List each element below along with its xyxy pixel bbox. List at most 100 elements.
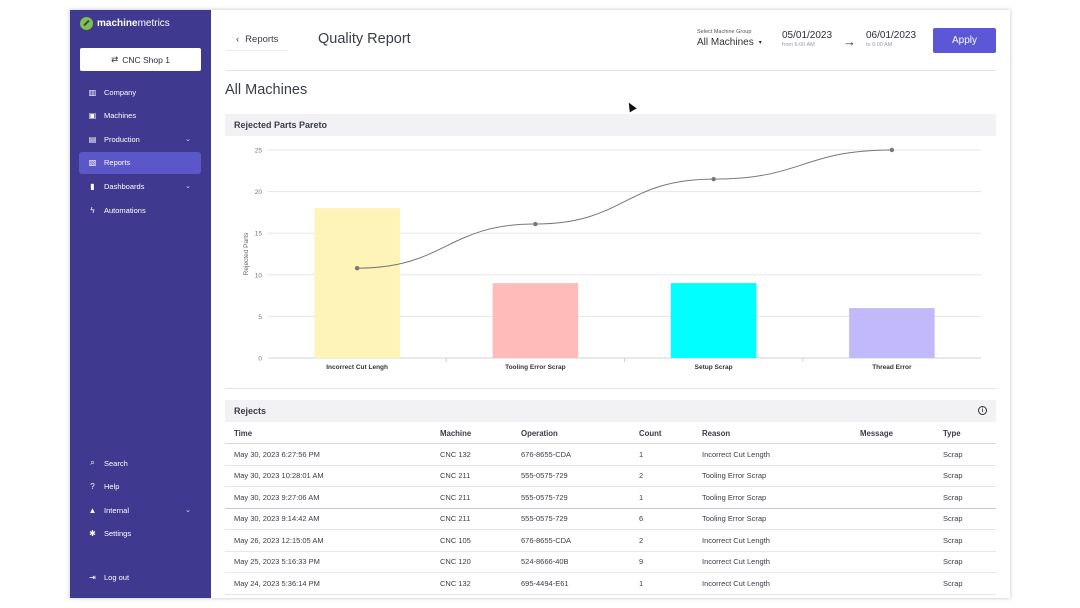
y-tick-label: 25 (255, 148, 263, 155)
sidebar-item-internal[interactable]: ▲ Internal ⌄ (79, 499, 201, 521)
table-row[interactable]: May 26, 2023 12:15:05 AM CNC 105 676-8655-… (225, 530, 996, 552)
sidebar-item-label: Search (104, 458, 128, 468)
column-header-reason[interactable]: Reason (702, 428, 731, 438)
column-header-message[interactable]: Message (860, 428, 893, 438)
apply-button[interactable]: Apply (933, 28, 996, 53)
logout-label: Log out (104, 572, 130, 582)
info-icon[interactable]: i (978, 406, 987, 415)
caret-down-icon: ▾ (758, 40, 762, 46)
x-tick-label: Setup Scrap (695, 364, 733, 371)
chevron-down-icon: ⌄ (185, 507, 191, 515)
table-row[interactable]: May 30, 2023 6:27:56 PM CNC 132 676-8655-C… (225, 444, 996, 466)
cumulative-line (357, 149, 892, 269)
table-cell: 695-4494-E61 (521, 578, 569, 588)
sidebar-item-label: Company (104, 87, 137, 97)
gear-icon: ✱ (89, 529, 96, 539)
table-cell: 1 (639, 578, 644, 588)
cumulative-point (533, 221, 538, 227)
table-cell: CNC 132 (440, 449, 471, 459)
column-header-count[interactable]: Count (639, 428, 662, 438)
column-header-machine[interactable]: Machine (440, 428, 472, 438)
mouse-cursor-icon (625, 100, 637, 113)
arrow-right-icon: → (843, 34, 856, 49)
sidebar-item-settings[interactable]: ✱ Settings (79, 523, 201, 545)
machine-group-value: All Machines (697, 37, 754, 48)
company-icon: ▥ (88, 87, 97, 97)
back-to-reports-button[interactable]: ‹ Reports (226, 29, 289, 51)
machine-group-select[interactable]: All Machines ▾ (697, 37, 762, 48)
sidebar-item-machines[interactable]: ▣ Machines (79, 105, 201, 127)
table-row[interactable]: May 30, 2023 9:14:42 AM CNC 211 555-0575-7… (225, 509, 996, 530)
table-cell: Scrap (943, 471, 963, 481)
sidebar-item-production[interactable]: ▤ Production ⌄ (79, 128, 201, 150)
sidebar-item-automations[interactable]: ϟ Automations (79, 199, 201, 221)
pareto-chart: 0 5 10 15 20 25 Rejected Parts Incorrect Cut Le… (243, 148, 981, 371)
table-cell: Tooling Error Scrap (702, 492, 767, 502)
table-cell: May 25, 2023 5:16:33 PM (234, 557, 320, 567)
sidebar-item-help[interactable]: ? Help (79, 476, 201, 498)
date-to-time: to 6:00 AM (866, 42, 893, 48)
x-tick-label: Incorrect Cut Lengh (326, 364, 388, 371)
table-row[interactable]: May 25, 2023 5:16:33 PM CNC 120 524-8666-4… (225, 552, 996, 573)
shop-selector-button[interactable]: ⇄ CNC Shop 1 (80, 48, 201, 71)
table-cell: Tooling Error Scrap (702, 471, 767, 481)
table-cell: May 30, 2023 10:28:01 AM (234, 471, 324, 481)
table-cell: 9 (639, 557, 644, 567)
y-tick-label: 0 (258, 356, 262, 363)
table-cell: May 26, 2023 12:15:05 AM (234, 535, 324, 545)
table-cell: CNC 120 (440, 557, 471, 567)
cumulative-point (354, 265, 360, 271)
date-to-value: 06/01/2023 (866, 30, 917, 41)
table-cell: May 30, 2023 9:14:42 AM (234, 514, 320, 524)
table-cell: Incorrect Cut Length (702, 578, 770, 588)
bar-2 (670, 283, 757, 358)
sidebar-item-dashboards[interactable]: ▮ Dashboards ⌄ (79, 175, 201, 197)
column-header-operation[interactable]: Operation (521, 428, 558, 438)
pareto-chart-area: 0 5 10 15 20 25 Rejected Parts Incorrect Cut Le… (225, 135, 996, 387)
page-title: Quality Report (318, 31, 411, 47)
table-cell: 555-0575-729 (521, 514, 568, 524)
column-header-type[interactable]: Type (943, 428, 961, 438)
table-cell: May 30, 2023 9:27:06 AM (234, 492, 320, 502)
date-to-picker[interactable]: 06/01/2023 to 6:00 AM (866, 30, 916, 48)
bar-0 (314, 208, 400, 358)
x-tick-label: Tooling Error Scrap (505, 364, 566, 371)
brand-logo[interactable]: machinemetrics (80, 17, 170, 30)
table-cell: Incorrect Cut Length (702, 535, 770, 545)
pareto-panel-header: Rejected Parts Pareto (225, 114, 996, 136)
pareto-title: Rejected Parts Pareto (234, 120, 328, 130)
table-cell: Scrap (943, 578, 963, 588)
automations-icon: ϟ (90, 205, 95, 215)
sidebar-item-reports[interactable]: ▧ Reports (79, 151, 201, 174)
table-row[interactable]: May 30, 2023 10:28:01 AM CNC 211 555-0575-… (225, 466, 996, 487)
table-cell: May 30, 2023 6:27:56 PM (234, 449, 320, 459)
chevron-down-icon: ⌄ (185, 136, 191, 144)
table-cell: Scrap (943, 557, 963, 567)
chevron-down-icon: ⌄ (185, 183, 191, 191)
date-from-picker[interactable]: 05/01/2023 from 6:00 AM (782, 30, 832, 48)
lock-icon: ▲ (88, 505, 97, 515)
table-cell: Tooling Error Scrap (702, 514, 767, 524)
bar-1 (492, 283, 579, 358)
date-from-value: 05/01/2023 (782, 30, 833, 41)
machines-icon: ▣ (88, 111, 97, 121)
column-header-time[interactable]: Time (234, 428, 253, 438)
table-row[interactable]: May 24, 2023 5:36:14 PM CNC 132 695-4494-E… (225, 573, 996, 595)
logout-button[interactable]: ⇥ Log out (79, 566, 201, 588)
sidebar-item-company[interactable]: ▥ Company (79, 81, 201, 103)
table-cell: Scrap (943, 492, 963, 502)
dashboards-icon: ▮ (90, 181, 95, 191)
rejects-table: Time Machine Operation Count Reason Message Ty… (225, 423, 996, 595)
section-title: All Machines (225, 82, 308, 98)
reports-icon: ▧ (88, 158, 97, 168)
sidebar-item-label: Internal (104, 505, 130, 515)
table-row[interactable]: May 30, 2023 9:27:06 AM CNC 211 555-0575-7… (225, 487, 996, 509)
bar-3 (849, 308, 935, 358)
sidebar-item-search[interactable]: ⌕ Search (79, 452, 201, 474)
table-cell: CNC 211 (440, 492, 471, 502)
app-window: machinemetrics ⇄ CNC Shop 1 ▥ Company ▣ Mac… (70, 10, 1010, 598)
back-label: Reports (245, 34, 279, 45)
sidebar-item-label: Automations (104, 205, 146, 215)
y-axis-label: Rejected Parts (243, 232, 250, 275)
sidebar-item-label: Dashboards (104, 181, 145, 191)
